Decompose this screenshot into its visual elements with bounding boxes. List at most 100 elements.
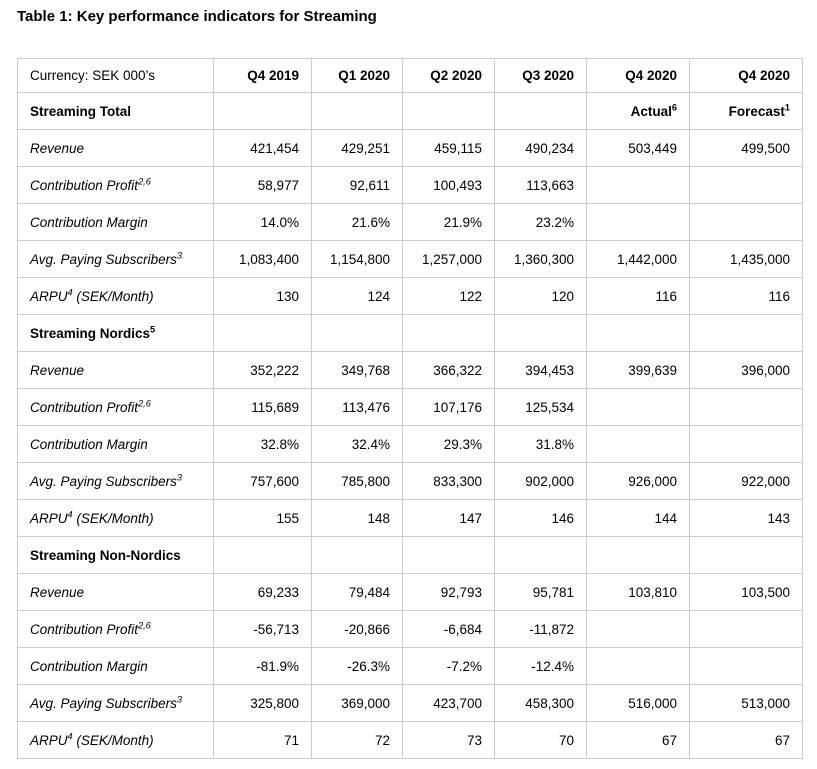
value-cell: 490,234 [494, 129, 587, 167]
value-cell: 1,154,800 [311, 240, 403, 278]
footnote-superscript: 4 [67, 287, 73, 297]
value-cell [213, 536, 312, 574]
footnote-superscript: 2,6 [138, 398, 151, 408]
table-row: Contribution Margin 32.8% 32.4% 29.3% 31.8% [17, 425, 803, 463]
value-cell: 100,493 [402, 166, 495, 204]
value-cell: 21.9% [402, 203, 495, 241]
header-q1-2020: Q1 2020 [311, 58, 403, 93]
metric-label: Contribution Margin [17, 425, 214, 463]
value-cell [689, 388, 803, 426]
value-cell: 148 [311, 499, 403, 537]
value-cell [402, 536, 495, 574]
value-cell: 325,800 [213, 684, 312, 722]
footnote-superscript: 4 [67, 509, 73, 519]
value-cell: 902,000 [494, 462, 587, 500]
value-cell: 396,000 [689, 351, 803, 389]
footnote-superscript: 3 [176, 250, 182, 260]
value-cell [311, 314, 403, 352]
footnote-superscript: 2,6 [138, 620, 151, 630]
value-cell [586, 203, 690, 241]
metric-label: Revenue [17, 573, 214, 611]
footnote-superscript: 2,6 [138, 176, 151, 186]
value-cell: 69,233 [213, 573, 312, 611]
value-cell: 147 [402, 499, 495, 537]
value-cell: 92,793 [402, 573, 495, 611]
value-cell [213, 92, 312, 130]
value-cell: 23.2% [494, 203, 587, 241]
value-cell: 785,800 [311, 462, 403, 500]
value-cell [586, 425, 690, 463]
value-cell [494, 536, 587, 574]
value-cell [689, 166, 803, 204]
value-cell: 116 [586, 277, 690, 315]
value-cell: 499,500 [689, 129, 803, 167]
value-cell: 103,500 [689, 573, 803, 611]
metric-label: Avg. Paying Subscribers3 [17, 684, 214, 722]
value-cell: 757,600 [213, 462, 312, 500]
value-cell: 394,453 [494, 351, 587, 389]
footnote-superscript: 6 [671, 102, 677, 112]
value-cell [213, 314, 312, 352]
footnote-superscript: 5 [150, 324, 156, 334]
kpi-table: Currency: SEK 000’s Q4 2019 Q1 2020 Q2 2… [17, 58, 803, 759]
table-row: Avg. Paying Subscribers3 325,800 369,000 42… [17, 684, 803, 722]
table-row: Revenue 421,454 429,251 459,115 490,234 503,4… [17, 129, 803, 167]
value-cell: 421,454 [213, 129, 312, 167]
metric-label: ARPU4 (SEK/Month) [17, 277, 214, 315]
metric-label: Contribution Margin [17, 647, 214, 685]
footnote-superscript: 3 [176, 472, 182, 482]
value-cell: 107,176 [402, 388, 495, 426]
value-cell [689, 647, 803, 685]
value-cell: 459,115 [402, 129, 495, 167]
header-q4-2020-forecast: Q4 2020 [689, 58, 803, 93]
metric-label: Revenue [17, 129, 214, 167]
value-cell: 58,977 [213, 166, 312, 204]
metric-label: Contribution Profit2,6 [17, 388, 214, 426]
value-cell: 1,360,300 [494, 240, 587, 278]
value-cell: 116 [689, 277, 803, 315]
section-label: Streaming Non-Nordics [17, 536, 214, 574]
metric-label: ARPU4 (SEK/Month) [17, 721, 214, 759]
metric-label: Revenue [17, 351, 214, 389]
value-cell [689, 610, 803, 648]
value-cell [689, 425, 803, 463]
value-cell [494, 92, 587, 130]
value-cell: 429,251 [311, 129, 403, 167]
value-cell: 369,000 [311, 684, 403, 722]
value-cell: 67 [586, 721, 690, 759]
value-cell: Actual6 [586, 92, 690, 130]
value-cell: 71 [213, 721, 312, 759]
value-cell: 124 [311, 277, 403, 315]
value-cell [689, 314, 803, 352]
value-cell: 29.3% [402, 425, 495, 463]
table-body: Streaming Total Actual6 Forecast1 Revenue 42… [17, 92, 803, 759]
value-cell: 130 [213, 277, 312, 315]
value-cell: 516,000 [586, 684, 690, 722]
value-cell: 113,476 [311, 388, 403, 426]
value-cell: 423,700 [402, 684, 495, 722]
table-row: Streaming Non-Nordics [17, 536, 803, 574]
value-cell: 14.0% [213, 203, 312, 241]
value-cell: 125,534 [494, 388, 587, 426]
value-cell [586, 166, 690, 204]
table-row: Contribution Margin -81.9% -26.3% -7.2% -12.… [17, 647, 803, 685]
value-cell: 143 [689, 499, 803, 537]
value-cell: 1,257,000 [402, 240, 495, 278]
value-cell: 120 [494, 277, 587, 315]
value-cell: 115,689 [213, 388, 312, 426]
metric-label: Contribution Profit2,6 [17, 166, 214, 204]
table-row: ARPU4 (SEK/Month) 155 148 147 146 144 143 [17, 499, 803, 537]
value-cell: Forecast1 [689, 92, 803, 130]
header-currency: Currency: SEK 000’s [17, 58, 214, 93]
table-row: Streaming Nordics5 [17, 314, 803, 352]
value-cell: 122 [402, 277, 495, 315]
header-q3-2020: Q3 2020 [494, 58, 587, 93]
value-cell: -11,872 [494, 610, 587, 648]
value-cell [402, 314, 495, 352]
table-row: ARPU4 (SEK/Month) 71 72 73 70 67 67 [17, 721, 803, 759]
value-cell: 113,663 [494, 166, 587, 204]
metric-label: Avg. Paying Subscribers3 [17, 240, 214, 278]
value-cell: 31.8% [494, 425, 587, 463]
value-cell: 32.8% [213, 425, 312, 463]
